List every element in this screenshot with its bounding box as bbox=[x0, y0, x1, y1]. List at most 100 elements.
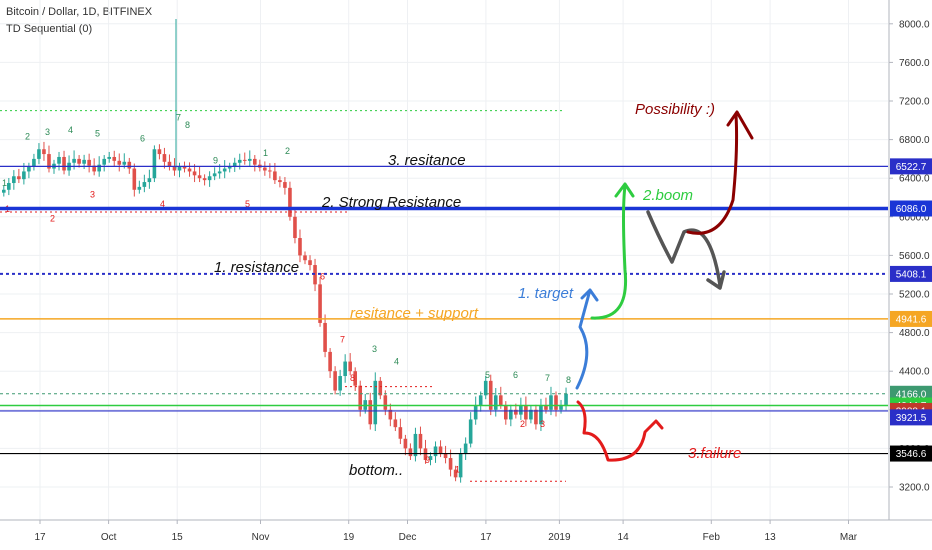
price-tag-6522.7: 6522.7 bbox=[890, 158, 932, 175]
candle-body bbox=[112, 156, 117, 161]
annotation-resistance-support: resitance + support bbox=[350, 305, 479, 322]
candle-body bbox=[504, 404, 508, 420]
candle-body bbox=[413, 433, 418, 457]
candle-body bbox=[127, 161, 132, 169]
candle-body bbox=[253, 158, 257, 165]
price-tick-label: 4800.0 bbox=[899, 328, 930, 339]
annotation-1-target: 1. target bbox=[518, 285, 574, 302]
time-tick-label: 2019 bbox=[548, 532, 571, 543]
candle-body bbox=[207, 176, 212, 181]
candle-body bbox=[478, 395, 483, 405]
candle-body bbox=[293, 216, 297, 239]
td-buy-count: 5 bbox=[95, 129, 100, 139]
svg-text:5408.1: 5408.1 bbox=[896, 269, 927, 280]
candle-body bbox=[544, 404, 548, 410]
candle-body bbox=[117, 160, 122, 165]
time-tick-label: 19 bbox=[343, 532, 355, 543]
svg-text:6522.7: 6522.7 bbox=[896, 162, 927, 173]
candle-body bbox=[288, 187, 292, 217]
candle-body bbox=[87, 159, 91, 166]
candles: 12345678912345678123456789123 bbox=[0, 18, 571, 483]
candle-body bbox=[268, 170, 272, 172]
candle-body bbox=[353, 371, 357, 386]
forecast-arrows bbox=[575, 110, 754, 462]
candle-body bbox=[529, 409, 533, 420]
candle-body bbox=[313, 265, 317, 285]
td-sell-count: 9 bbox=[425, 455, 430, 465]
candle-body bbox=[388, 409, 393, 420]
time-tick-label: Feb bbox=[703, 532, 721, 543]
td-buy-count: 1 bbox=[2, 178, 7, 188]
candle-body bbox=[7, 183, 11, 190]
td-sell-count: 2 bbox=[520, 419, 525, 429]
price-tag-6086.0: 6086.0 bbox=[890, 200, 932, 217]
indicator-label[interactable]: TD Sequential (0) bbox=[6, 23, 93, 35]
annotation-2-boom: 2.boom bbox=[642, 187, 693, 204]
candle-body bbox=[57, 156, 61, 164]
candle-body bbox=[147, 178, 152, 183]
candle-body bbox=[273, 171, 277, 181]
price-tick-label: 7600.0 bbox=[899, 58, 930, 69]
candle-body bbox=[202, 178, 207, 181]
candle-body bbox=[27, 166, 31, 172]
candle-body bbox=[157, 149, 162, 155]
candle-body bbox=[192, 171, 197, 176]
candle-body bbox=[72, 158, 76, 163]
candle-body bbox=[473, 404, 478, 420]
td-sell-count: 6 bbox=[320, 272, 325, 282]
price-tick-label: 6000.0 bbox=[899, 212, 930, 223]
candle-body bbox=[378, 380, 383, 396]
candle-body bbox=[524, 404, 528, 420]
candle-body bbox=[498, 395, 503, 405]
price-tag-5408.1: 5408.1 bbox=[890, 265, 932, 282]
candle-body bbox=[182, 166, 187, 169]
td-buy-count: 6 bbox=[140, 134, 145, 144]
candle-body bbox=[468, 419, 473, 444]
arrow-failure bbox=[576, 400, 664, 462]
candle-body bbox=[534, 409, 538, 425]
price-tick-label: 4400.0 bbox=[899, 367, 930, 378]
svg-text:3921.5: 3921.5 bbox=[896, 413, 927, 424]
candle-body bbox=[333, 371, 337, 391]
candle-body bbox=[82, 159, 86, 164]
price-tick-label: 6400.0 bbox=[899, 174, 930, 185]
td-buy-count: 6 bbox=[513, 370, 518, 380]
candle-body bbox=[398, 427, 403, 439]
candle-body bbox=[328, 351, 332, 372]
candle-body bbox=[162, 154, 167, 162]
chart-title: Bitcoin / Dollar, 1D, BITFINEX bbox=[6, 6, 153, 18]
svg-text:6086.0: 6086.0 bbox=[896, 204, 927, 215]
time-tick-label: 17 bbox=[34, 532, 46, 543]
candle-body bbox=[222, 168, 227, 172]
td-sell-count: 1 bbox=[455, 465, 460, 475]
candle-body bbox=[97, 164, 101, 172]
td-buy-count: 8 bbox=[185, 120, 190, 130]
td-buy-count: 3 bbox=[372, 344, 377, 354]
candle-body bbox=[242, 159, 247, 161]
annotation-possibility: Possibility :) bbox=[635, 101, 715, 118]
td-sell-count: 3 bbox=[90, 190, 95, 200]
candle-body bbox=[458, 453, 463, 478]
candle-body bbox=[443, 453, 448, 459]
candle-body bbox=[227, 166, 232, 169]
candle-body bbox=[177, 166, 182, 171]
time-axis: 17 Oct 15 Nov 19 Dec 17 2019 14 Feb 13 Mar bbox=[0, 519, 932, 543]
candle-body bbox=[323, 322, 327, 352]
td-buy-count: 2 bbox=[25, 132, 30, 142]
candle-body bbox=[62, 156, 66, 171]
candle-body bbox=[403, 438, 408, 449]
time-tick-label: 15 bbox=[172, 532, 184, 543]
td-sell-count: 8 bbox=[350, 373, 355, 383]
candle-body bbox=[217, 171, 222, 174]
candle-body bbox=[554, 395, 558, 410]
candle-body bbox=[373, 380, 378, 425]
price-axis: 3200.03600.04000.04400.04800.05200.05600… bbox=[888, 0, 932, 520]
candle-body bbox=[197, 175, 202, 179]
candle-body bbox=[408, 448, 413, 457]
td-buy-count: 2 bbox=[285, 146, 290, 156]
td-buy-count: 5 bbox=[485, 370, 490, 380]
candle-body bbox=[348, 361, 352, 372]
candle-body bbox=[393, 419, 398, 428]
annotation-bottom: bottom.. bbox=[349, 462, 403, 479]
